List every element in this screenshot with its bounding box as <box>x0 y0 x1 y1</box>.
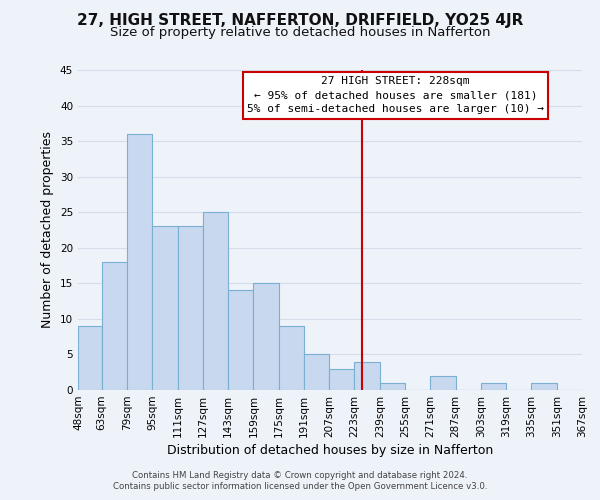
Bar <box>278 326 304 390</box>
Bar <box>304 354 329 390</box>
Bar <box>380 383 405 390</box>
Bar <box>481 383 506 390</box>
Text: Size of property relative to detached houses in Nafferton: Size of property relative to detached ho… <box>110 26 490 39</box>
Bar <box>329 368 355 390</box>
Text: Contains HM Land Registry data © Crown copyright and database right 2024.: Contains HM Land Registry data © Crown c… <box>132 471 468 480</box>
Text: 27, HIGH STREET, NAFFERTON, DRIFFIELD, YO25 4JR: 27, HIGH STREET, NAFFERTON, DRIFFIELD, Y… <box>77 12 523 28</box>
Bar <box>253 284 278 390</box>
Bar <box>203 212 228 390</box>
Bar <box>532 383 557 390</box>
Bar <box>430 376 455 390</box>
Y-axis label: Number of detached properties: Number of detached properties <box>41 132 55 328</box>
Text: Contains public sector information licensed under the Open Government Licence v3: Contains public sector information licen… <box>113 482 487 491</box>
Bar <box>101 262 127 390</box>
X-axis label: Distribution of detached houses by size in Nafferton: Distribution of detached houses by size … <box>167 444 493 457</box>
Bar <box>152 226 178 390</box>
Bar <box>78 326 101 390</box>
Bar <box>178 226 203 390</box>
Text: 27 HIGH STREET: 228sqm
← 95% of detached houses are smaller (181)
5% of semi-det: 27 HIGH STREET: 228sqm ← 95% of detached… <box>247 76 544 114</box>
Bar <box>127 134 152 390</box>
Bar <box>228 290 253 390</box>
Bar <box>355 362 380 390</box>
